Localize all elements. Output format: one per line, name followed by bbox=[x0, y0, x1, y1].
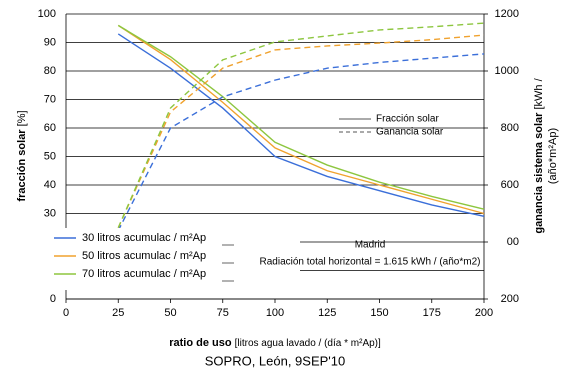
y-label-rest: [%] bbox=[16, 110, 28, 126]
x-tick-label: 50 bbox=[164, 307, 176, 319]
y2-label-rest: [kWh / bbox=[533, 77, 545, 109]
y-label-bold: fracción solar bbox=[16, 129, 28, 202]
x-tick-label: 200 bbox=[475, 307, 493, 319]
footer: SOPRO, León, 9SEP'10 bbox=[205, 353, 346, 368]
y-tick-label: 100 bbox=[38, 8, 56, 20]
y-axis-label: fracción solar [%] bbox=[16, 110, 28, 201]
y-tick-label: 50 bbox=[44, 150, 56, 162]
x-tick-label: 25 bbox=[112, 307, 124, 319]
x-tick-label: 75 bbox=[217, 307, 229, 319]
y2-tick-label: 1000 bbox=[495, 65, 519, 77]
x-tick-label: 175 bbox=[423, 307, 441, 319]
y2-tick-label: 00 bbox=[507, 236, 519, 248]
y2-tick-label: 800 bbox=[501, 122, 519, 134]
y2-axis-label-2: (año*m²Ap) bbox=[547, 128, 559, 184]
x-tick-label: 0 bbox=[63, 307, 69, 319]
x-label-bold: ratio de uso bbox=[169, 337, 232, 349]
legend-label: 50 litros acumulac / m²Ap bbox=[82, 250, 206, 262]
style-legend-label: Ganancia solar bbox=[376, 127, 444, 138]
y2-tick-label: 1200 bbox=[495, 8, 519, 20]
x-label-rest: [litros agua lavado / (día * m²Ap)] bbox=[235, 338, 381, 349]
series-line bbox=[117, 33, 485, 218]
y-tick-label: 60 bbox=[44, 122, 56, 134]
series-line bbox=[117, 22, 485, 229]
series-line bbox=[117, 53, 485, 231]
x-tick-label: 125 bbox=[318, 307, 336, 319]
y-tick-label: 0 bbox=[50, 293, 56, 305]
y2-axis-label: ganancia sistema solar [kWh / bbox=[533, 77, 545, 233]
annotation: Radiación total horizontal = 1.615 kWh /… bbox=[260, 257, 481, 268]
y-tick-label: 30 bbox=[44, 207, 56, 219]
series-line bbox=[117, 24, 485, 210]
y-tick-label: 40 bbox=[44, 179, 56, 191]
legend-label: 30 litros acumulac / m²Ap bbox=[82, 232, 206, 244]
x-tick-label: 150 bbox=[370, 307, 388, 319]
style-legend-label: Fracción solar bbox=[376, 114, 439, 125]
y-tick-label: 80 bbox=[44, 65, 56, 77]
y2-label-bold: ganancia sistema solar bbox=[533, 112, 545, 234]
y2-tick-label: 600 bbox=[501, 179, 519, 191]
annotation: Madrid bbox=[355, 240, 386, 251]
y-tick-label: 70 bbox=[44, 93, 56, 105]
x-axis-label: ratio de uso [litros agua lavado / (día … bbox=[169, 337, 381, 349]
series-line bbox=[117, 24, 485, 215]
legend-label: 70 litros acumulac / m²Ap bbox=[82, 268, 206, 280]
legend-box bbox=[50, 228, 300, 290]
x-tick-label: 100 bbox=[266, 307, 284, 319]
y2-tick-label: 200 bbox=[501, 293, 519, 305]
y-tick-label: 90 bbox=[44, 36, 56, 48]
